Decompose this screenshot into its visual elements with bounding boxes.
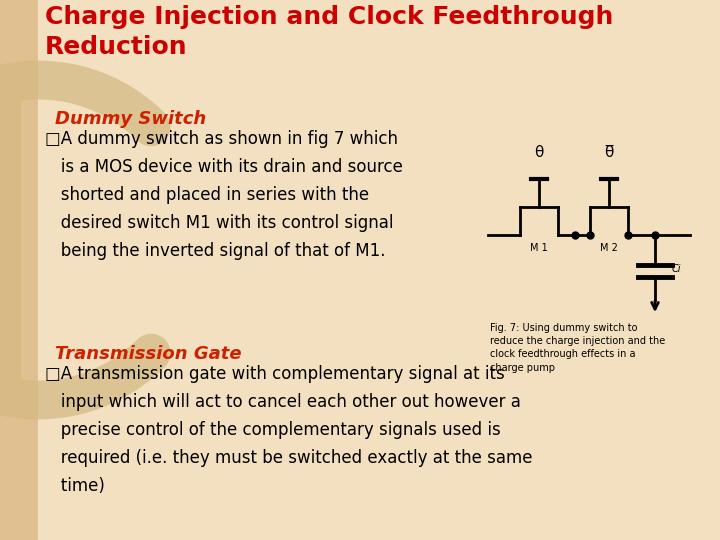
Text: Transmission Gate: Transmission Gate bbox=[55, 345, 242, 363]
Text: M 1: M 1 bbox=[530, 243, 548, 253]
Text: desired switch M1 with its control signal: desired switch M1 with its control signa… bbox=[45, 214, 394, 232]
Text: θ̅: θ̅ bbox=[604, 145, 613, 160]
Text: required (i.e. they must be switched exactly at the same: required (i.e. they must be switched exa… bbox=[45, 449, 533, 467]
Text: Ci: Ci bbox=[672, 264, 682, 274]
Text: Dummy Switch: Dummy Switch bbox=[55, 110, 206, 128]
Text: being the inverted signal of that of M1.: being the inverted signal of that of M1. bbox=[45, 242, 385, 260]
Text: θ: θ bbox=[534, 145, 544, 160]
Text: □A transmission gate with complementary signal at its: □A transmission gate with complementary … bbox=[45, 365, 505, 383]
Text: input which will act to cancel each other out however a: input which will act to cancel each othe… bbox=[45, 393, 521, 411]
Text: □A dummy switch as shown in fig 7 which: □A dummy switch as shown in fig 7 which bbox=[45, 130, 398, 148]
Bar bbox=[38, 0, 720, 80]
Text: is a MOS device with its drain and source: is a MOS device with its drain and sourc… bbox=[45, 158, 403, 176]
Text: Charge Injection and Clock Feedthrough
Reduction: Charge Injection and Clock Feedthrough R… bbox=[45, 5, 613, 59]
Text: time): time) bbox=[45, 477, 105, 495]
Text: shorted and placed in series with the: shorted and placed in series with the bbox=[45, 186, 369, 204]
Text: M 2: M 2 bbox=[600, 243, 618, 253]
Text: precise control of the complementary signals used is: precise control of the complementary sig… bbox=[45, 421, 500, 439]
Bar bbox=[0, 0, 38, 540]
Text: Fig. 7: Using dummy switch to
reduce the charge injection and the
clock feedthro: Fig. 7: Using dummy switch to reduce the… bbox=[490, 323, 665, 373]
